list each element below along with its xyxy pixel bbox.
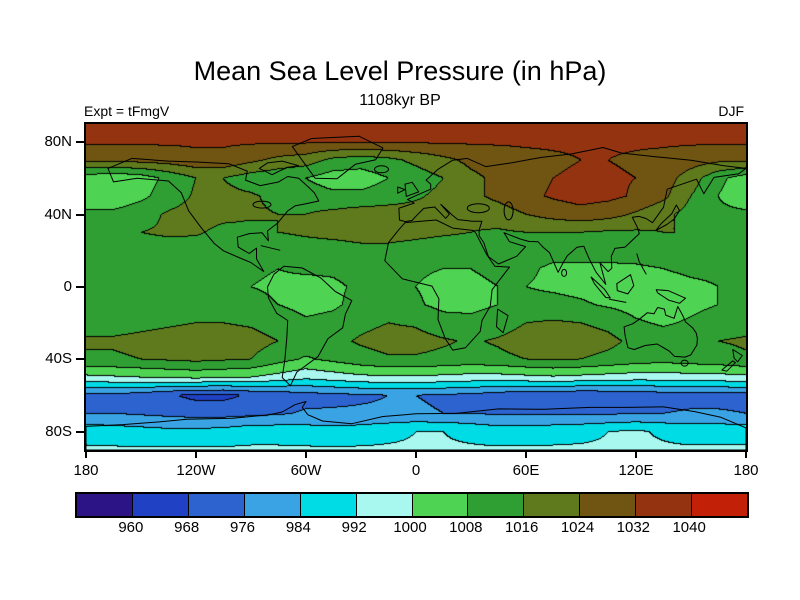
lat-tick — [76, 213, 84, 216]
coastline-africa — [384, 219, 510, 351]
colorbar-tick-label: 1032 — [616, 519, 651, 536]
coastline-great-lakes — [252, 200, 272, 209]
coastline-sumatra — [590, 276, 611, 299]
lat-tick — [76, 141, 84, 144]
colorbar-cell — [355, 494, 412, 516]
lon-tick-label: 120E — [618, 462, 654, 479]
chart-title: Mean Sea Level Pressure (in hPa) — [193, 56, 607, 86]
colorbar-tick-label: 1000 — [393, 519, 427, 536]
lon-tick — [85, 450, 87, 458]
colorbar-cell — [635, 494, 692, 516]
coastline-new-zealand-south — [721, 360, 736, 372]
coastline-iceland — [374, 165, 389, 174]
lon-tick — [415, 450, 417, 458]
coastline-java — [608, 298, 627, 303]
colorbar-cell — [579, 494, 636, 516]
colorbar-cell — [243, 494, 300, 516]
lon-tick-label: 60E — [512, 462, 540, 479]
colorbar-tick-label: 1024 — [560, 519, 595, 536]
chart-subtitle: 1108kyr BP — [359, 92, 441, 109]
coastline-great-britain — [404, 181, 420, 197]
colorbar-cell — [691, 494, 748, 516]
colorbar-cell — [411, 494, 468, 516]
lat-tick — [76, 358, 84, 361]
coastline-tasmania — [680, 359, 689, 367]
coastline-south-america — [267, 265, 353, 387]
colorbar-labels: 960 968 976 984 992 1000 1008 1016 1024 1032 1040 — [75, 519, 745, 537]
coastline-philippines — [636, 253, 647, 275]
coastline-antarctica — [86, 401, 746, 450]
coastline-japan — [655, 204, 681, 231]
lon-tick-label: 0 — [411, 462, 421, 479]
coastline-baffin-island — [258, 160, 300, 176]
coastline-north-america — [107, 157, 320, 273]
lon-tick-label: 180 — [73, 462, 99, 479]
lon-tick — [305, 450, 307, 458]
colorbar-cell — [299, 494, 356, 516]
coastline-black-sea — [466, 203, 490, 214]
coastline-new-guinea — [655, 289, 686, 304]
season-label: DJF — [718, 103, 744, 119]
lat-tick-label: 40N — [44, 205, 72, 223]
coastline-caspian-sea — [503, 201, 514, 221]
coastline-cuba — [260, 245, 281, 251]
lon-tick — [745, 450, 747, 458]
colorbar-tick-label: 1040 — [672, 519, 706, 536]
lat-tick-label: 80N — [44, 133, 72, 151]
colorbar-tick-label: 1008 — [449, 519, 483, 536]
lat-tick-label: 0 — [63, 278, 72, 295]
lat-tick — [76, 430, 84, 433]
colorbar-tick-label: 976 — [229, 519, 256, 536]
coastline-greenland — [291, 135, 384, 180]
colorbar-cell — [187, 494, 244, 516]
lon-tick-label: 60W — [290, 462, 322, 479]
colorbar-cell — [467, 494, 524, 516]
coastline-sri-lanka — [561, 268, 568, 277]
experiment-label: Expt = tFmgV — [84, 103, 170, 119]
coastline-ireland — [397, 186, 406, 194]
colorbar-tick-label: 992 — [341, 519, 367, 536]
colorbar-cell — [523, 494, 580, 516]
coastline-australia — [623, 306, 698, 358]
colorbar-tick-label: 960 — [118, 519, 144, 536]
lon-tick — [635, 450, 637, 458]
pressure-map-canvas — [86, 124, 746, 450]
coastline-madagascar — [496, 308, 509, 334]
coastline-overlay — [86, 135, 746, 450]
colorbar-cell — [77, 494, 132, 516]
colorbar — [75, 492, 749, 518]
colorbar-cell — [131, 494, 188, 516]
colorbar-tick-label: 1016 — [504, 519, 539, 536]
lon-tick-label: 120W — [176, 462, 216, 479]
lon-tick-label: 180 — [733, 462, 759, 479]
lon-tick — [195, 450, 197, 458]
coastline-new-zealand-north — [732, 349, 743, 363]
colorbar-tick-label: 984 — [285, 519, 311, 536]
coastline-borneo — [616, 274, 635, 295]
lat-tick-label: 40S — [45, 350, 72, 368]
colorbar-tick-label: 968 — [174, 519, 200, 536]
lat-tick-label: 80S — [45, 422, 72, 440]
coastline-eurasia — [398, 147, 746, 285]
lon-tick — [525, 450, 527, 458]
pressure-map: 80N 40N 0 40S 80S 180 120W 60W 0 60E 120E 180 — [44, 122, 759, 479]
lat-tick — [76, 286, 84, 288]
